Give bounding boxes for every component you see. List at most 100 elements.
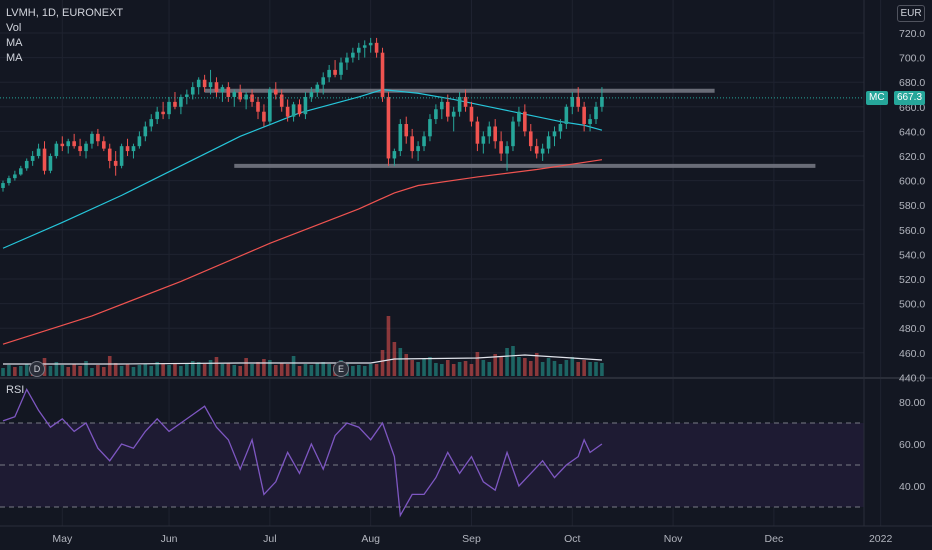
price-tick-label: 560.0: [899, 225, 925, 237]
candle-body: [345, 57, 349, 63]
volume-bar: [386, 316, 391, 376]
ma-short-line: [2, 88, 603, 249]
candle-body: [119, 146, 124, 166]
candle-body: [380, 52, 385, 97]
volume-bar: [149, 366, 154, 376]
ma-indicator-label-2[interactable]: MA: [6, 52, 23, 64]
candle-body: [499, 141, 503, 154]
volume-bar: [481, 360, 486, 376]
candle-body: [113, 160, 118, 166]
volume-bar: [54, 362, 59, 376]
candle-body: [416, 146, 420, 152]
candle-body: [24, 160, 29, 169]
volume-bar: [362, 366, 367, 376]
volume-indicator-label[interactable]: Vol: [6, 22, 22, 34]
earnings-marker[interactable]: E: [333, 361, 349, 377]
symbol-title[interactable]: LVMH, 1D, EURONEXT: [6, 7, 124, 19]
candle-body: [303, 96, 308, 115]
candle-body: [238, 92, 242, 100]
price-tick-label: 700.0: [899, 53, 925, 65]
candle-body: [54, 143, 59, 156]
candle-body: [208, 82, 213, 88]
ticker-badge: MC: [866, 91, 888, 105]
last-price-badge: 667.3: [894, 91, 926, 105]
candle-body: [351, 52, 355, 58]
volume-bar: [291, 356, 296, 376]
candle-body: [440, 101, 444, 110]
volume-bar: [416, 362, 420, 376]
candle-body: [48, 156, 53, 171]
axes: 440.0 460.0 480.0 500.0 520.0 540.0 560.0 580.0…: [52, 28, 925, 545]
candle-body: [244, 94, 248, 100]
resistance-lines[interactable]: [204, 88, 816, 168]
volume-bar: [119, 366, 124, 376]
candle-body: [445, 101, 450, 117]
candle-body: [558, 124, 563, 132]
candle-body: [13, 174, 17, 179]
candle-body: [552, 131, 557, 137]
candle-body: [226, 87, 231, 97]
candle-body: [36, 148, 41, 156]
volume-bar: [309, 365, 314, 376]
candle-body: [434, 109, 438, 120]
candle-body: [220, 87, 225, 93]
candle-body: [202, 79, 207, 88]
price-tick-label: 480.0: [899, 323, 925, 335]
time-tick-label: Nov: [664, 533, 683, 545]
volume-bar: [303, 364, 308, 376]
candle-body: [493, 126, 497, 142]
price-tick-label: 440.0: [899, 372, 925, 384]
candle-body: [517, 111, 521, 122]
candle-body: [167, 101, 171, 115]
volume-bar: [457, 362, 462, 376]
volume-bar: [143, 364, 148, 376]
candle-body: [72, 141, 76, 147]
rsi-indicator-label[interactable]: RSI: [6, 384, 25, 396]
volume-bar: [125, 364, 130, 376]
volume-bar: [167, 365, 171, 376]
candle-body: [66, 141, 71, 147]
volume-bar: [570, 357, 575, 376]
candle-body: [457, 96, 462, 112]
ma-long-line: [2, 159, 603, 345]
price-tick-label: 640.0: [899, 126, 925, 138]
candle-body: [125, 146, 130, 152]
volume-bar: [434, 363, 438, 376]
candle-body: [84, 143, 88, 152]
candle-body: [333, 69, 337, 75]
volume-bar: [528, 361, 533, 376]
price-tick-label: 460.0: [899, 348, 925, 360]
candle-body: [321, 77, 326, 85]
candle-body: [451, 111, 456, 117]
volume-bar: [493, 354, 497, 376]
price-tick-label: 600.0: [899, 176, 925, 188]
candle-body: [327, 69, 331, 78]
volume-bar: [576, 362, 581, 376]
candle-body: [107, 148, 112, 161]
volume-bar: [24, 364, 29, 376]
volume-bar: [232, 365, 237, 376]
volume-bar: [410, 360, 414, 376]
dividend-marker[interactable]: D: [29, 361, 45, 377]
candle-body: [600, 96, 604, 107]
candle-body: [481, 136, 486, 144]
volume-bar: [594, 362, 598, 376]
volume-bar: [256, 362, 260, 376]
volume-ma-line: [3, 354, 602, 365]
candle-body: [179, 96, 183, 107]
candle-body: [582, 106, 586, 125]
volume-bar: [238, 366, 242, 376]
candle-body: [1, 183, 5, 188]
volume-bar: [7, 365, 11, 376]
volume-bar: [368, 364, 373, 376]
volume-bar: [315, 363, 320, 376]
currency-button[interactable]: EUR: [897, 5, 925, 22]
volume-bar: [546, 358, 551, 376]
volume-bar: [451, 364, 456, 376]
volume-bar: [202, 364, 207, 376]
volume-bar: [487, 362, 492, 376]
candle-body: [410, 136, 414, 152]
candle-body: [90, 133, 94, 144]
ma-indicator-label-1[interactable]: MA: [6, 37, 23, 49]
